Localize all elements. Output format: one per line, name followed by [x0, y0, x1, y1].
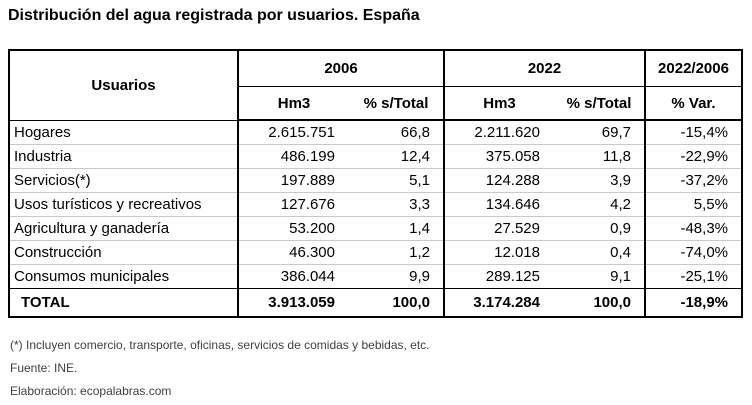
table-row-servicios: Servicios(*) 197.889 5,1 124.288 3,9 -37… [9, 168, 742, 193]
total-hm3-2006: 3.913.059 [237, 288, 349, 317]
row-hm3-2006: 127.676 [237, 192, 349, 217]
water-distribution-table: Usuarios 2006 2022 2022/2006 Hm3 % s/Tot… [8, 49, 743, 318]
row-hm3-2006: 197.889 [237, 168, 349, 193]
row-hm3-2006: 53.200 [237, 216, 349, 241]
row-hm3-2006: 386.044 [237, 264, 349, 289]
row-hm3-2022: 289.125 [443, 264, 554, 289]
row-label: Servicios(*) [9, 168, 238, 193]
header-usuarios: Usuarios [9, 50, 239, 121]
row-label: Hogares [14, 123, 71, 141]
row-pct-2006: 1,4 [349, 216, 444, 241]
row-label: Consumos municipales [9, 264, 238, 289]
row-pct-2022: 0,4 [554, 240, 645, 265]
row-label: Usos turísticos y recreativos [9, 192, 238, 217]
row-pct-var: -48,3% [644, 216, 742, 241]
row-label: Agricultura y ganadería [9, 216, 238, 241]
row-pct-2006: 12,4 [349, 144, 444, 169]
table-header: Usuarios 2006 2022 2022/2006 Hm3 % s/Tot… [9, 50, 742, 121]
table-footer: TOTAL 3.913.059 100,0 3.174.284 100,0 -1… [9, 288, 742, 317]
row-pct-2006: 3,3 [349, 192, 444, 217]
row-pct-2022: 69,7 [601, 124, 631, 141]
row-pct-2022: 0,9 [554, 216, 645, 241]
row-hm3-2022: 2.211.620 [443, 120, 554, 145]
header-pct-total-2022: % s/Total [554, 86, 645, 121]
footnote-elaboration: Elaboración: ecopalabras.com [10, 384, 172, 398]
row-hm3-2022: 12.018 [443, 240, 554, 265]
row-hm3-2006: 2.615.751 [237, 120, 349, 145]
row-hm3-2022: 27.529 [443, 216, 554, 241]
row-pct-2006: 5,1 [349, 168, 444, 193]
row-pct-var: -22,9% [644, 144, 742, 169]
table-row-agricultura: Agricultura y ganadería 53.200 1,4 27.52… [9, 216, 742, 241]
table-row-consumos-municipales: Consumos municipales 386.044 9,9 289.125… [9, 264, 742, 289]
row-pct-2006: 9,9 [349, 264, 444, 289]
page-title: Distribución del agua registrada por usu… [8, 7, 420, 24]
row-pct-2022: 9,1 [554, 264, 645, 289]
row-pct-var: -74,0% [644, 240, 742, 265]
footnote-source: Fuente: INE. [10, 361, 78, 375]
row-hm3-2022: 134.646 [443, 192, 554, 217]
table-row-hogares: Hogares 2.615.751 66,8 2.211.620 69,7 -1… [9, 120, 742, 145]
header-row-subcolumns: Hm3 % s/Total Hm3 % s/Total % Var. [9, 86, 742, 121]
header-hm3-2006: Hm3 [238, 86, 349, 121]
header-hm3-2022: Hm3 [443, 86, 554, 121]
footnote-services-note: (*) Incluyen comercio, transporte, ofici… [10, 338, 430, 352]
table-row-industria: Industria 486.199 12,4 375.058 11,8 -22,… [9, 144, 742, 169]
total-pct-var: -18,9% [644, 288, 742, 317]
header-row-years: Usuarios 2006 2022 2022/2006 [9, 50, 742, 121]
header-group-2022: 2022 [443, 50, 645, 87]
row-label: Industria [9, 144, 238, 169]
row-label: Construcción [9, 240, 238, 265]
row-hm3-2006: 486.199 [237, 144, 349, 169]
header-pct-total-2006: % s/Total [349, 86, 444, 121]
table-row-total: TOTAL 3.913.059 100,0 3.174.284 100,0 -1… [9, 288, 742, 317]
table-row-usos-turisticos: Usos turísticos y recreativos 127.676 3,… [9, 192, 742, 217]
row-pct-var: -15,4% [644, 120, 742, 145]
row-pct-var: -37,2% [644, 168, 742, 193]
row-pct-2006: 1,2 [349, 240, 444, 265]
row-hm3-2022: 375.058 [443, 144, 554, 169]
row-pct-2022: 3,9 [554, 168, 645, 193]
total-pct-2022: 100,0 [554, 288, 645, 317]
table-body: Hogares 2.615.751 66,8 2.211.620 69,7 -1… [9, 120, 742, 289]
header-group-2006: 2006 [238, 50, 444, 87]
row-hm3-2006: 46.300 [237, 240, 349, 265]
row-pct-2006: 66,8 [400, 124, 430, 141]
row-pct-var: 5,5% [644, 192, 742, 217]
header-pct-var: % Var. [644, 86, 742, 121]
header-group-2022-2006: 2022/2006 [644, 50, 742, 87]
row-hm3-2022: 124.288 [443, 168, 554, 193]
total-pct-2006: 100,0 [349, 288, 444, 317]
row-pct-2022: 11,8 [554, 144, 645, 169]
row-pct-2022: 4,2 [554, 192, 645, 217]
total-label: TOTAL [9, 288, 238, 317]
total-hm3-2022: 3.174.284 [443, 288, 554, 317]
table-row-construccion: Construcción 46.300 1,2 12.018 0,4 -74,0… [9, 240, 742, 265]
row-pct-var: -25,1% [644, 264, 742, 289]
